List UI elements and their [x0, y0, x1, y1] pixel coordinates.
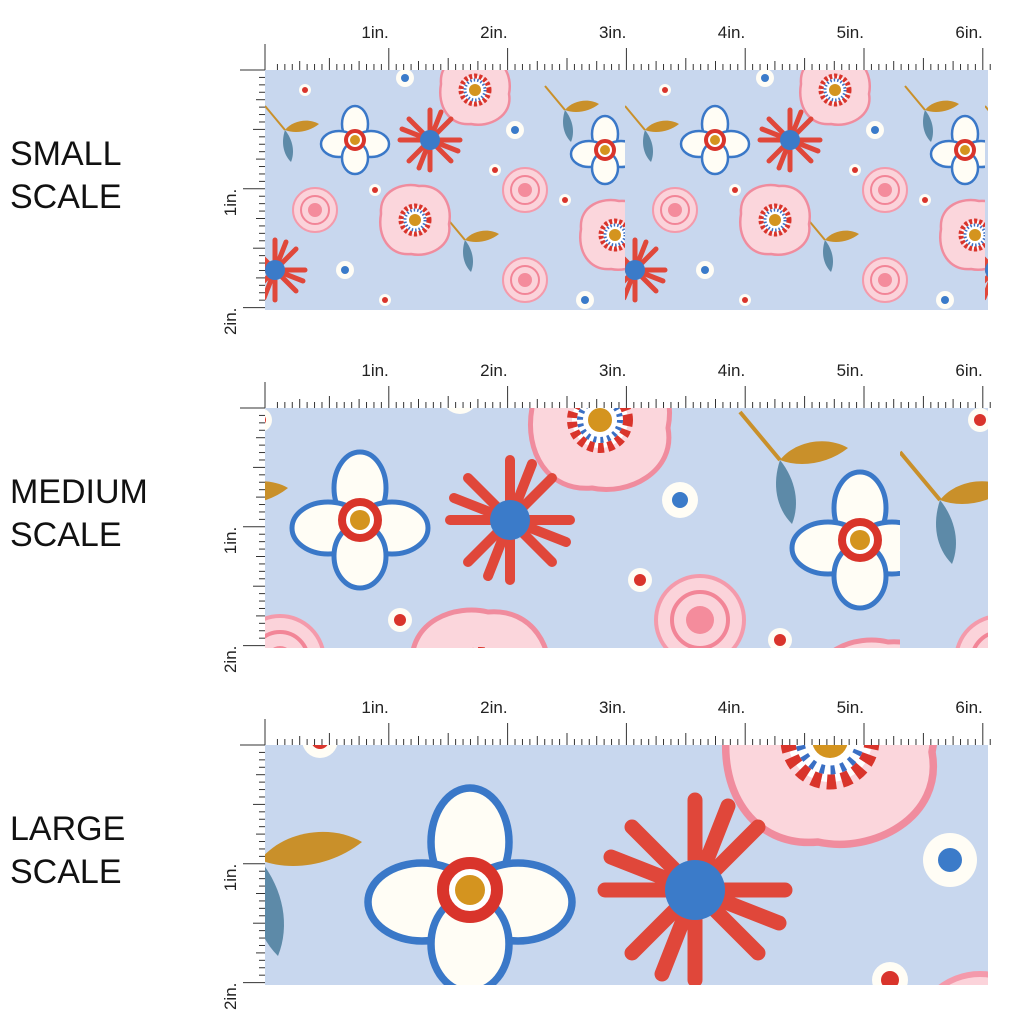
- ruler-label: 1in.: [221, 189, 240, 216]
- ruler-label: 2in.: [221, 308, 240, 335]
- ruler-label: 2in.: [480, 361, 507, 380]
- scale-label: SCALE: [10, 178, 122, 216]
- scale-panel: MEDIUM SCALE 1in. 2in. 3in. 4in. 5in. 6in. 1in. 2…: [10, 361, 991, 673]
- ruler-label: 6in.: [955, 361, 982, 380]
- ruler-label: 1in.: [361, 698, 388, 717]
- ruler-label: 5in.: [837, 361, 864, 380]
- ruler-label: 3in.: [599, 361, 626, 380]
- ruler-label: 2in.: [221, 983, 240, 1010]
- ruler-label: 2in.: [480, 698, 507, 717]
- scale-label: SCALE: [10, 853, 122, 891]
- ruler-label: 1in.: [221, 864, 240, 891]
- ruler-label: 1in.: [361, 361, 388, 380]
- ruler-label: 2in.: [221, 646, 240, 673]
- ruler-label: 4in.: [718, 23, 745, 42]
- scale-label: SMALL: [10, 135, 122, 173]
- ruler-label: 3in.: [599, 698, 626, 717]
- ruler-label: 3in.: [599, 23, 626, 42]
- ruler-label: 1in.: [361, 23, 388, 42]
- ruler-label: 5in.: [837, 698, 864, 717]
- scale-label: SCALE: [10, 516, 122, 554]
- ruler-label: 4in.: [718, 361, 745, 380]
- ruler-label: 5in.: [837, 23, 864, 42]
- ruler-label: 4in.: [718, 698, 745, 717]
- scale-panel: SMALL SCALE 1in. 2in. 3in. 4in. 5in. 6in. 1in. 2i…: [10, 23, 991, 335]
- ruler-label: 6in.: [955, 698, 982, 717]
- ruler-label: 6in.: [955, 23, 982, 42]
- ruler-label: 2in.: [480, 23, 507, 42]
- ruler-label: 1in.: [221, 527, 240, 554]
- fabric-swatch: [265, 70, 988, 310]
- scale-panel: LARGE SCALE 1in. 2in. 3in. 4in. 5in. 6in. 1in. 2i…: [10, 698, 991, 1010]
- scale-label: LARGE: [10, 810, 125, 848]
- fabric-swatch: [265, 408, 988, 648]
- fabric-swatch: [265, 745, 988, 985]
- scale-label: MEDIUM: [10, 473, 148, 511]
